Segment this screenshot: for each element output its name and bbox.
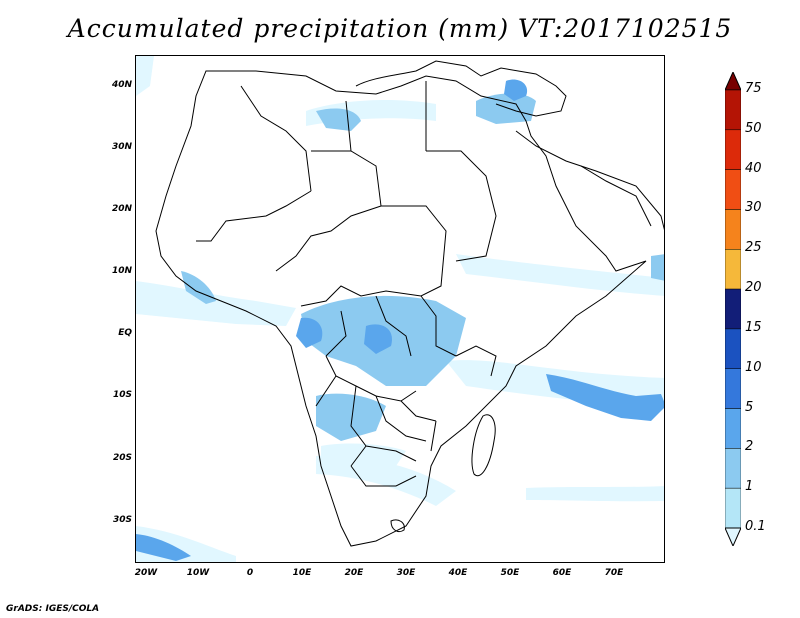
- lat-label-30n: 30N: [111, 142, 132, 152]
- color-bar-top-arrow: [725, 72, 741, 91]
- lon-label-0: 0: [246, 568, 254, 578]
- color-bar-bottom-arrow: [725, 527, 741, 546]
- lon-label-70e: 70E: [604, 568, 624, 578]
- color-bar-segment: [725, 487, 741, 529]
- color-bar-label: 75: [745, 81, 762, 96]
- color-bar-segment: [725, 249, 741, 290]
- color-bar-label: 10: [745, 359, 762, 375]
- color-bar-segment: [725, 209, 741, 250]
- coastlines: [155, 60, 664, 547]
- lon-label-10w: 10W: [186, 568, 210, 578]
- lon-label-60e: 60E: [552, 568, 572, 578]
- lon-label-20e: 20E: [344, 568, 364, 578]
- map-panel: [135, 55, 665, 563]
- lat-label-20n: 20N: [111, 204, 132, 214]
- color-bar-label: 2: [745, 439, 754, 455]
- color-bar-segment: [725, 448, 741, 489]
- color-bar-segment: [725, 129, 741, 170]
- color-bar-segment: [725, 368, 741, 409]
- color-bar-label: 40: [745, 160, 762, 176]
- color-bar-label: 25: [745, 240, 762, 256]
- color-bar-segment: [725, 408, 741, 449]
- lat-label-30s: 30S: [112, 515, 132, 525]
- lat-label-eq: EQ: [118, 328, 132, 338]
- lon-label-40e: 40E: [448, 568, 468, 578]
- color-bar: [725, 72, 741, 546]
- lon-label-50e: 50E: [500, 568, 520, 578]
- lat-label-40n: 40N: [111, 80, 132, 90]
- color-bar-label: 30: [745, 200, 762, 216]
- lon-label-10e: 10E: [292, 568, 312, 578]
- precipitation-map: [136, 56, 664, 562]
- color-bar-label: 15: [745, 319, 762, 335]
- color-bar-segment: [725, 288, 741, 330]
- lon-label-20w: 20W: [134, 568, 158, 578]
- color-bar-label: 50: [745, 120, 762, 136]
- precip-heavy-areas: [136, 79, 664, 561]
- lat-label-10n: 10N: [111, 266, 132, 276]
- color-bar-segment: [725, 169, 741, 210]
- color-bar-label: 5: [745, 399, 754, 415]
- color-bar-label: 20: [745, 280, 762, 296]
- color-bar-segment: [725, 89, 741, 131]
- lat-label-10s: 10S: [112, 390, 132, 400]
- color-bar-label: 0.1: [745, 519, 766, 534]
- color-bar-label: 1: [745, 479, 754, 495]
- lon-label-30e: 30E: [396, 568, 416, 578]
- color-bar-segment: [725, 328, 741, 369]
- map-title: Accumulated precipitation (mm) VT:201710…: [67, 14, 733, 43]
- lat-label-20s: 20S: [112, 453, 132, 463]
- grads-credit: GrADS: IGES/COLA: [6, 604, 100, 614]
